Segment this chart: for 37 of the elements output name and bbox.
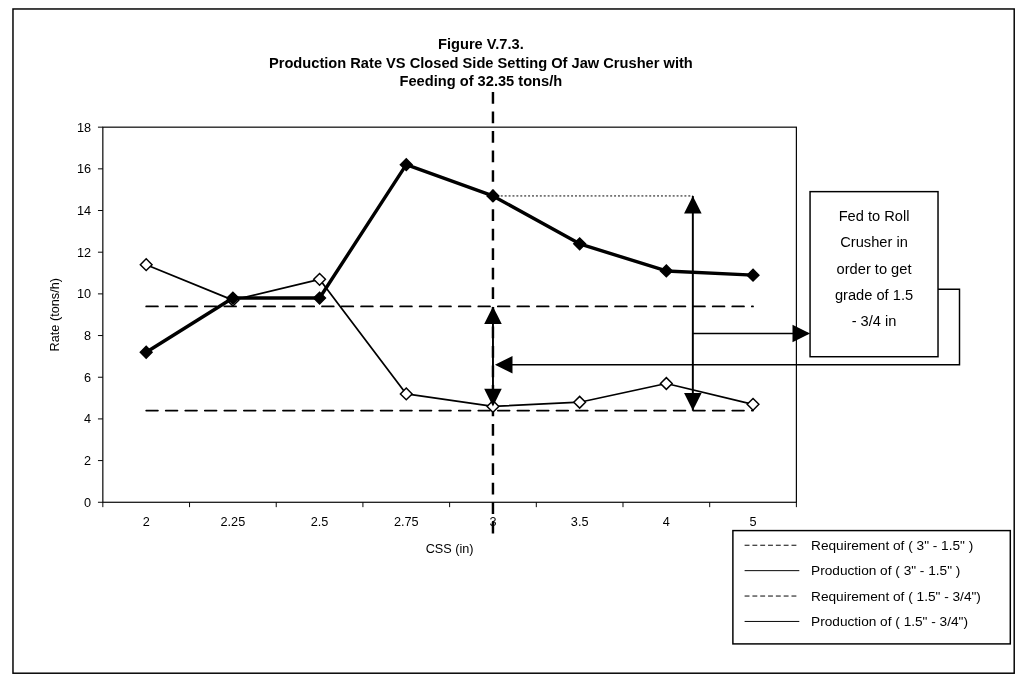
point (139, 258, 153, 272)
y-tick-label: 18 (77, 120, 92, 135)
x-tick-label: 5 (749, 514, 757, 529)
text: Fed to Roll Crusher in order to get grade of 1.5 - 3/4 in (834, 207, 914, 330)
y-tick-label: 14 (77, 203, 92, 218)
point (746, 268, 760, 282)
y-axis-title: Rate (tons/h) (47, 278, 62, 352)
y-tick-label: 10 (77, 287, 92, 302)
legend-label: Requirement of ( 3" - 1.5" ) (811, 538, 974, 554)
legend-label: Requirement of ( 1.5" - 3/4") (811, 588, 981, 604)
y-tick-label: 16 (77, 162, 92, 177)
x-tick-label: 2.5 (310, 514, 329, 529)
legend-label: Production of ( 3" - 1.5" ) (811, 563, 961, 579)
x-tick-label: 2.25 (220, 514, 246, 529)
y-tick-label: 8 (84, 329, 92, 343)
point (573, 395, 587, 409)
x-tick-label: 3.5 (570, 514, 589, 529)
point (312, 291, 327, 305)
y-tick-label: 2 (84, 454, 92, 469)
point (312, 272, 327, 286)
x-tick-label: 4 (662, 514, 670, 529)
legend-label: Production of ( 1.5" - 3/4") (811, 614, 968, 630)
point (746, 397, 760, 411)
y-tick-label: 0 (84, 495, 92, 510)
point (659, 376, 673, 391)
chart-title: Figure V.7.3. Production Rate VS Closed Side Setting Of Jaw Crusher with Feeding of 32.35 tons/h (268, 36, 693, 90)
x-axis-title: CSS (in) (425, 542, 474, 557)
y-tick-label: 4 (84, 412, 92, 427)
y-tick-label: 6 (84, 370, 92, 385)
point (399, 387, 413, 401)
x-tick-label: 2 (142, 514, 150, 529)
point (659, 264, 673, 278)
point (139, 345, 153, 359)
x-tick-label: 2.75 (393, 514, 419, 529)
point (399, 158, 413, 172)
y-tick-label: 12 (77, 245, 92, 260)
point (573, 237, 587, 251)
